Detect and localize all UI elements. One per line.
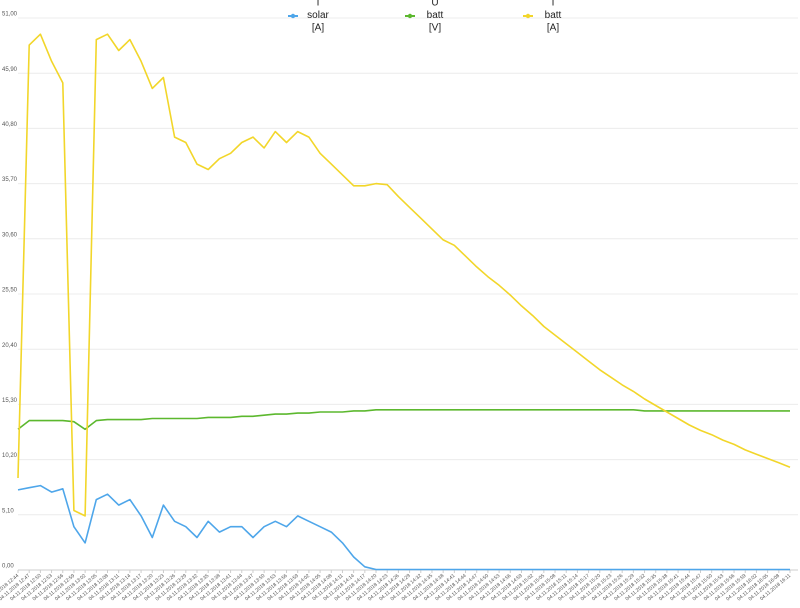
legend-label: batt — [427, 10, 444, 21]
y-tick-label: 0,00 — [2, 564, 14, 570]
legend-marker-dot — [290, 13, 296, 19]
legend-marker-dot — [525, 13, 531, 19]
y-tick-label: 15,30 — [2, 398, 18, 404]
legend-label: U — [431, 0, 438, 9]
y-tick-label: 5,10 — [2, 508, 14, 514]
legend-label: batt — [545, 10, 562, 21]
y-tick-label: 20,40 — [2, 343, 18, 349]
y-tick-label: 45,90 — [2, 67, 18, 73]
y-tick-label: 40,80 — [2, 122, 18, 128]
legend-label: [V] — [429, 23, 441, 34]
series-line — [17, 33, 791, 517]
legend-marker-dot — [407, 13, 413, 19]
legend-label: solar — [307, 10, 329, 21]
y-tick-label: 25,50 — [2, 288, 18, 294]
y-tick-label: 30,60 — [2, 232, 18, 238]
y-tick-label: 35,70 — [2, 177, 18, 183]
legend-label: [A] — [547, 23, 559, 34]
legend-label: [A] — [312, 23, 324, 34]
legend-label: I — [552, 0, 555, 9]
legend-label: I — [317, 0, 320, 9]
y-tick-label: 51,00 — [2, 12, 18, 18]
y-tick-label: 10,20 — [2, 453, 18, 459]
series-line — [17, 409, 790, 431]
series-line — [17, 484, 790, 571]
